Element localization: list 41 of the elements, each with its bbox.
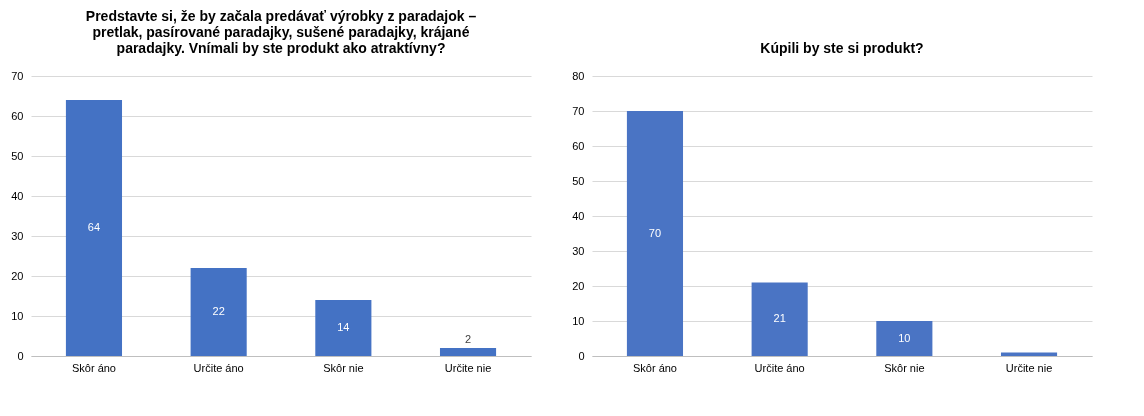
y-tick-label: 0 bbox=[578, 349, 585, 362]
y-tick-label: 20 bbox=[11, 269, 24, 282]
x-tick-label: Určite áno bbox=[193, 361, 244, 374]
x-tick-label: Skôr nie bbox=[323, 361, 364, 374]
data-label: 70 bbox=[648, 226, 662, 239]
y-tick-label: 20 bbox=[572, 279, 585, 292]
y-tick-label: 70 bbox=[11, 69, 24, 82]
bar bbox=[876, 321, 933, 356]
chart-title: Kúpili by ste si produkt? bbox=[760, 40, 924, 56]
y-tick-label: 60 bbox=[11, 109, 24, 122]
bar bbox=[65, 100, 123, 356]
y-tick-label: 30 bbox=[572, 244, 585, 257]
y-tick-label: 80 bbox=[572, 69, 585, 82]
data-label: 10 bbox=[898, 331, 911, 344]
x-tick-label: Skôr nie bbox=[884, 361, 925, 374]
y-tick-label: 10 bbox=[572, 314, 585, 327]
data-label: 14 bbox=[337, 321, 350, 333]
bar bbox=[751, 282, 808, 356]
bar bbox=[315, 300, 372, 356]
chart-title: Predstavte si, že by začala predávať výrobky z paradajok – pretlak, pasírované paradajky, sušené paradajky, krájané paradajky. Vnímali by ste produkt ako atraktívny? bbox=[85, 8, 477, 56]
data-label: 2 bbox=[464, 333, 472, 345]
y-tick-label: 70 bbox=[572, 104, 585, 117]
bar bbox=[439, 348, 497, 356]
y-tick-label: 10 bbox=[11, 309, 24, 322]
x-tick-label: Určite áno bbox=[754, 361, 805, 374]
bar bbox=[190, 268, 247, 356]
data-label: 64 bbox=[87, 221, 101, 233]
data-label: 22 bbox=[212, 305, 225, 317]
y-tick-label: 0 bbox=[17, 349, 24, 362]
y-tick-label: 30 bbox=[11, 229, 24, 242]
y-tick-label: 60 bbox=[572, 139, 585, 152]
x-tick-label: Určite nie bbox=[1005, 361, 1053, 374]
y-tick-label: 40 bbox=[572, 209, 585, 222]
y-tick-label: 50 bbox=[11, 149, 24, 162]
y-tick-label: 50 bbox=[572, 174, 585, 187]
y-tick-label: 40 bbox=[11, 189, 24, 202]
data-label: 21 bbox=[773, 312, 786, 325]
x-tick-label: Skôr áno bbox=[632, 361, 677, 374]
x-tick-label: Skôr áno bbox=[71, 361, 116, 374]
x-tick-label: Určite nie bbox=[444, 361, 492, 374]
bar bbox=[626, 111, 684, 356]
